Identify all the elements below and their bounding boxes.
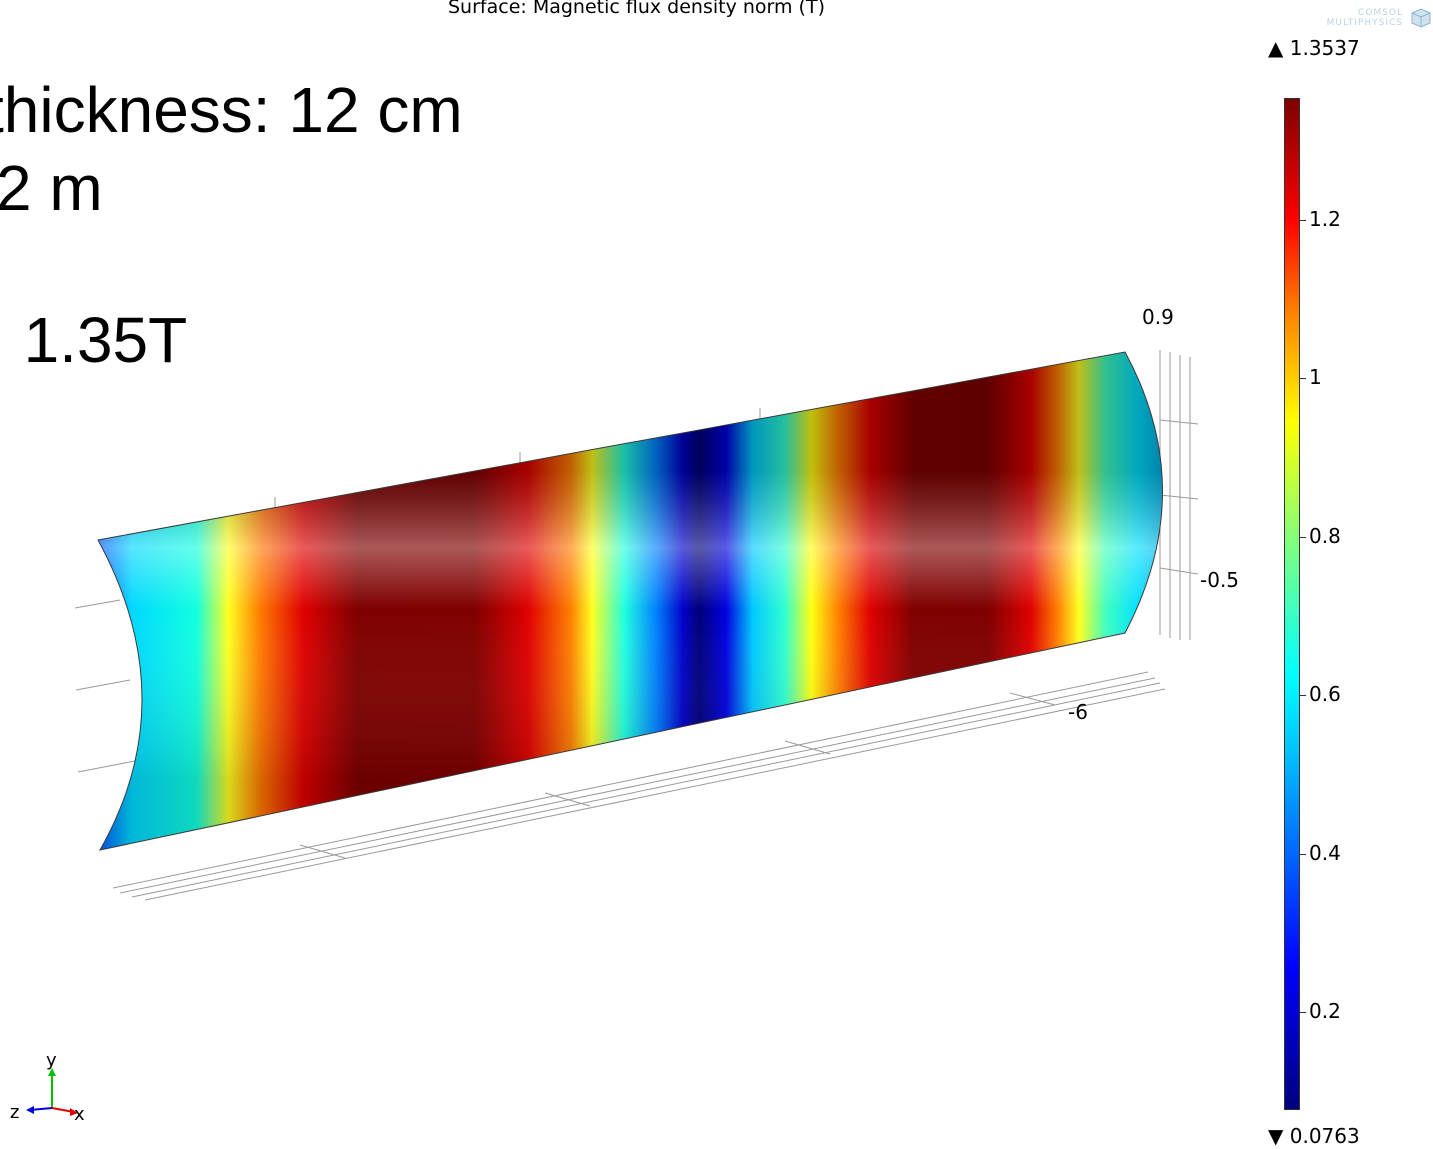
colorbar-tick-label: 0.6 (1309, 682, 1341, 707)
plot-title: Surface: Magnetic flux density norm (T) (448, 0, 825, 18)
colorbar-tick-label: 0.4 (1309, 840, 1341, 865)
flux-density-surface (98, 352, 1163, 850)
colorbar-tick (1300, 695, 1306, 697)
triad-x-label: x (74, 1104, 85, 1125)
triad-z-label: z (10, 1102, 19, 1123)
comsol-cube-icon (1411, 8, 1431, 28)
colorbar-tick (1300, 1012, 1306, 1013)
colorbar-tick (1300, 219, 1306, 221)
colorbar-max-label: ▲ 1.3537 (1268, 36, 1360, 60)
colorbar-tick (1300, 378, 1306, 380)
logo-text-multiphysics: MULTIPHYSICS (1326, 18, 1403, 28)
overlay-text-field: : 1.35T (0, 304, 188, 376)
colorbar-tick (1300, 536, 1306, 538)
axis-triad: y z x (10, 1050, 85, 1125)
colorbar-tick (1300, 853, 1306, 855)
colorbar-min-label: ▼ 0.0763 (1268, 1124, 1360, 1148)
colorbar-tick-label: 1.2 (1309, 206, 1341, 231)
overlay-text-length: 2 m (0, 152, 103, 224)
overlay-text-thickness: thickness: 12 cm (0, 74, 463, 146)
colorbar-tick-label: 1 (1309, 365, 1322, 390)
axis-tick-label: -0.5 (1200, 568, 1240, 592)
comsol-logo: COMSOL MULTIPHYSICS (1305, 6, 1433, 32)
surface-outline (97, 351, 1163, 851)
axis-grid (74, 350, 1199, 901)
colorbar (1284, 98, 1300, 1110)
triad-y-label: y (46, 1050, 57, 1071)
axis-tick-label: -6 (1068, 700, 1088, 724)
colorbar-tick-label: 0.8 (1309, 523, 1341, 548)
colorbar-tick-label: 0.2 (1309, 999, 1341, 1023)
logo-text-comsol: COMSOL (1358, 8, 1403, 18)
axis-tick-label: 0.9 (1142, 305, 1174, 329)
